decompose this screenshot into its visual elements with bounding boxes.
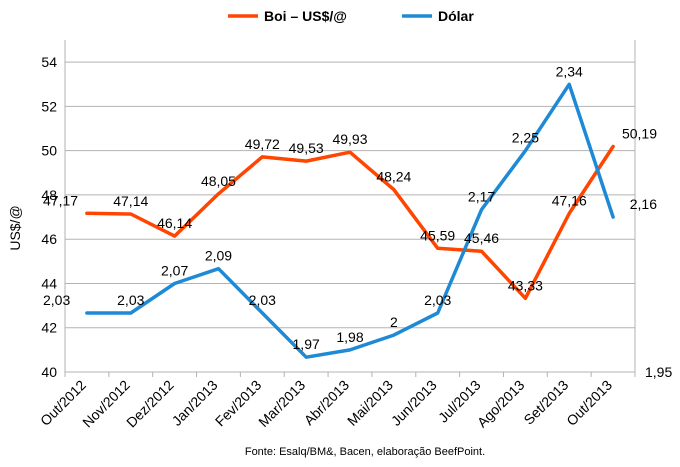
dolar-data-label: 2,03 — [424, 292, 451, 308]
x-tick-label: Abr/2013 — [301, 377, 353, 429]
x-tick-label: Out/2013 — [563, 377, 615, 429]
y-tick-label: 52 — [41, 98, 57, 114]
y-axis-title: US$/@ — [7, 205, 23, 250]
series-lines — [85, 82, 615, 359]
dolar-data-label: 2,09 — [205, 248, 232, 264]
boi-data-label: 47,16 — [552, 193, 587, 209]
dolar-data-label: 2,03 — [249, 292, 276, 308]
dolar-data-label: 2 — [390, 314, 398, 330]
x-tick-label: Set/2013 — [520, 377, 571, 428]
axes: 40424446485052541,95Out/2012Nov/2012Dez/… — [37, 40, 672, 431]
y-tick-label: 44 — [41, 275, 57, 291]
dolar-data-label: 1,98 — [336, 329, 363, 345]
y-tick-label: 54 — [41, 54, 57, 70]
data-labels: 47,17 47,14 46,14 48,05 49,72 49,53 49,93 48,24… — [43, 63, 657, 352]
x-tick-label: Jan/2013 — [169, 377, 221, 429]
boi-data-label: 48,05 — [201, 173, 236, 189]
x-tick-label: Jun/2013 — [388, 377, 440, 429]
grid — [65, 61, 635, 373]
y-tick-label: 48 — [41, 187, 57, 203]
dolar-data-label: 2,03 — [43, 292, 70, 308]
boi-data-label: 47,17 — [43, 192, 78, 208]
boi-data-label: 45,46 — [464, 230, 499, 246]
boi-data-label: 45,59 — [420, 227, 455, 243]
x-tick-label: Ago/2013 — [474, 377, 528, 431]
x-tick-label: Mai/2013 — [344, 377, 396, 429]
dolar-data-label: 2,34 — [556, 63, 583, 79]
dolar-data-label: 2,03 — [117, 292, 144, 308]
boi-data-label: 49,53 — [289, 140, 324, 156]
dolar-data-label: 2,07 — [161, 262, 188, 278]
legend-item-dolar: Dólar — [438, 8, 474, 24]
boi-data-label: 46,14 — [157, 215, 192, 231]
source-note: Fonte: Esalq/BM&, Bacen, elaboração Beef… — [245, 446, 485, 458]
boi-data-label: 48,24 — [376, 169, 411, 185]
dolar-series-line — [85, 82, 615, 359]
boi-data-label: 49,93 — [332, 131, 367, 147]
boi-series-line — [85, 144, 615, 301]
boi-data-label: 50,19 — [622, 125, 657, 141]
y2-tick-label: 1,95 — [645, 364, 672, 380]
legend-item-boi: Boi – US$/@ — [264, 8, 347, 24]
y-tick-label: 42 — [41, 320, 57, 336]
boi-data-label: 49,72 — [245, 136, 280, 152]
y-tick-label: 46 — [41, 231, 57, 247]
dolar-data-label: 2,25 — [512, 130, 539, 146]
boi-data-label: 47,14 — [113, 193, 148, 209]
x-tick-label: Mar/2013 — [255, 377, 308, 430]
dolar-data-label: 2,17 — [468, 189, 495, 205]
x-tick-label: Dez/2012 — [123, 377, 177, 431]
dolar-data-label: 2,16 — [630, 196, 657, 212]
boi-data-label: 43,33 — [508, 277, 543, 293]
dolar-data-label: 1,97 — [293, 336, 320, 352]
legend: Boi – US$/@ Dólar — [228, 8, 474, 24]
y-tick-label: 40 — [41, 364, 57, 380]
y-tick-label: 50 — [41, 143, 57, 159]
